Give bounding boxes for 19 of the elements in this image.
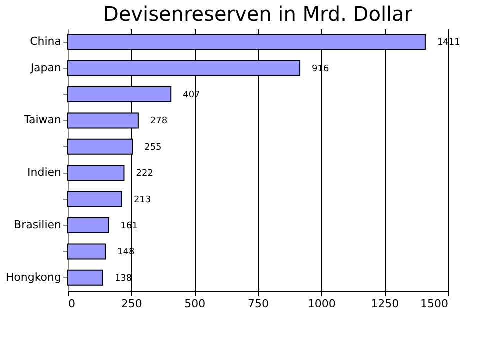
chart-title: Devisenreserven in Mrd. Dollar bbox=[103, 2, 414, 26]
x-tick-label: 250 bbox=[121, 298, 142, 310]
x-tick-label: 1000 bbox=[308, 298, 336, 310]
x-tick-label: 750 bbox=[248, 298, 269, 310]
data-label: 278 bbox=[150, 116, 168, 127]
y-tick-label: Hongkong bbox=[6, 270, 62, 284]
data-label: 213 bbox=[134, 195, 152, 206]
x-tick-label: 0 bbox=[68, 298, 76, 310]
x-tick-label: 500 bbox=[184, 298, 206, 310]
y-tick-label: Japan bbox=[30, 61, 62, 74]
data-label: 138 bbox=[114, 274, 132, 284]
y-tick-label: Taiwan bbox=[23, 114, 62, 127]
data-label: 222 bbox=[136, 169, 154, 180]
x-tick-label: 1250 bbox=[371, 298, 400, 310]
y-tick-label: Brasilien bbox=[14, 218, 62, 232]
data-label: 255 bbox=[144, 142, 162, 153]
y-tick-label: China bbox=[30, 35, 62, 48]
y-tick-label: Indien bbox=[28, 166, 62, 180]
x-tick-label: 1500 bbox=[420, 298, 448, 310]
